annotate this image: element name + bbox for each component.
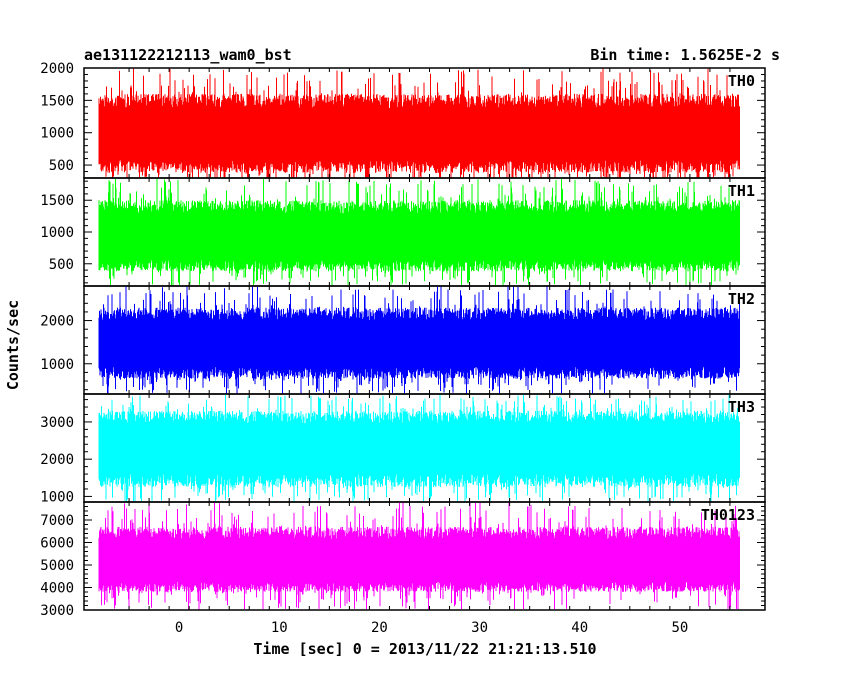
series-th3-trace (98, 394, 740, 502)
y-tick-label: 4000 (40, 581, 74, 597)
y-tick-label: 3000 (40, 603, 74, 619)
series-label: TH0123 (701, 506, 755, 524)
panel-th0123: 3000 4000 5000 6000 7000 TH0123 (40, 501, 766, 619)
series-label: TH0 (728, 72, 755, 90)
y-tick-label: 3000 (40, 415, 74, 431)
series-label: TH1 (728, 182, 755, 200)
panel-th3: 1000 2000 3000 TH3 (40, 393, 766, 505)
x-tick-label: 0 (175, 620, 183, 636)
y-tick-label: 500 (49, 257, 74, 273)
y-tick-label: 1500 (40, 93, 74, 109)
panels-group: 500100015002000TH050010001500TH110002000… (40, 61, 766, 636)
y-axis-label: Counts/sec (4, 300, 22, 390)
y-tick-label: 2000 (40, 452, 74, 468)
y-tick-label: 2000 (40, 314, 74, 330)
y-tick-label: 1000 (40, 489, 74, 505)
x-tick-label: 20 (371, 620, 388, 636)
x-tick-label: 40 (571, 620, 588, 636)
y-tick-label: 1000 (40, 126, 74, 142)
y-tick-label: 5000 (40, 558, 74, 574)
series-label: TH2 (728, 290, 755, 308)
y-tick-label: 2000 (40, 61, 74, 77)
y-tick-label: 500 (49, 158, 74, 174)
series-th0-trace (98, 68, 740, 178)
y-tick-label: 1000 (40, 357, 74, 373)
bin-time-label: Bin time: 1.5625E-2 s (590, 46, 780, 64)
series-th1-trace (98, 178, 740, 286)
x-tick-label: 30 (471, 620, 488, 636)
series-th0123-trace (98, 502, 740, 610)
y-tick-label: 1000 (40, 225, 74, 241)
x-axis-label: Time [sec] 0 = 2013/11/22 21:21:13.510 (253, 640, 596, 658)
series-th2-trace (98, 286, 740, 394)
x-tick-label: 50 (671, 620, 688, 636)
y-tick-label: 7000 (40, 513, 74, 529)
y-tick-label: 6000 (40, 536, 74, 552)
panel-th2: 1000 2000 TH2 (40, 285, 766, 395)
y-tick-label: 1500 (40, 193, 74, 209)
series-label: TH3 (728, 398, 755, 416)
panel-th0: 500 1000 1500 2000 TH0 (40, 61, 766, 179)
x-tick-label: 10 (271, 620, 288, 636)
panel-th1: 500 1000 1500 TH1 (40, 177, 766, 287)
chart-title: ae131122212113_wam0_bst (84, 46, 292, 64)
